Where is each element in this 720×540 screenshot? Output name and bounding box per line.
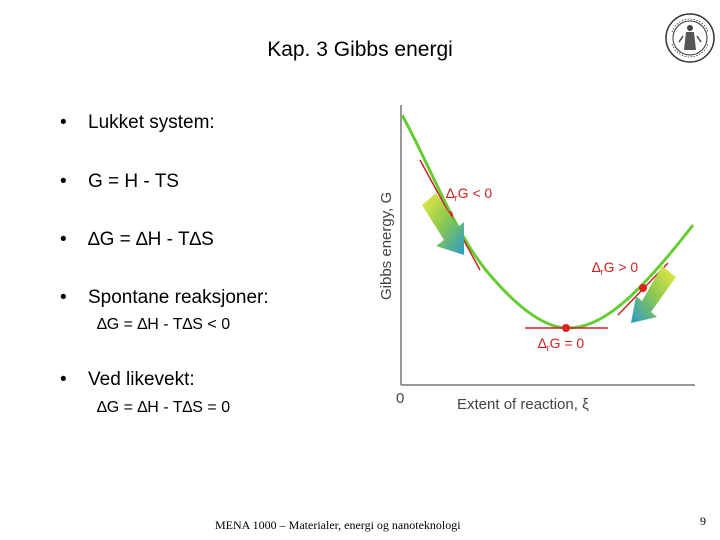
label-delta-g-positive: ∆rG > 0	[592, 259, 638, 277]
origin-label: 0	[396, 390, 404, 407]
gibbs-curve	[400, 114, 695, 330]
label-delta-g-zero: ∆rG = 0	[538, 335, 584, 353]
university-seal-icon	[665, 13, 715, 63]
bullet-text: Ved likevekt:	[88, 369, 195, 390]
bullet-item: • Lukket system:	[60, 112, 215, 134]
bullet-text: ∆G = ∆H - T∆S	[88, 229, 214, 250]
bullet-dot: •	[60, 287, 67, 308]
bullet-dot: •	[60, 112, 67, 133]
bullet-subtext: ∆G = ∆H - T∆S < 0	[97, 316, 231, 333]
bullet-dot: •	[60, 369, 67, 390]
arrow-downhill-right-icon	[631, 266, 676, 323]
y-axis-label: Gibbs energy, G	[378, 192, 395, 300]
bullet-subtext: ∆G = ∆H - T∆S = 0	[97, 399, 231, 416]
bullet-item: • Ved likevekt:	[60, 369, 195, 391]
x-axis-label: Extent of reaction, ξ	[457, 396, 589, 413]
bullet-text: Lukket system:	[88, 112, 215, 133]
arrow-downhill-left-icon	[422, 193, 464, 255]
slide-footer: MENA 1000 – Materialer, energi og nanote…	[215, 518, 461, 532]
bullet-item: • G = H - TS	[60, 171, 179, 193]
bullet-item: • ∆G = ∆H - T∆S	[60, 229, 214, 251]
point-minimum	[562, 324, 570, 332]
slide-title: Kap. 3 Gibbs energi	[267, 38, 453, 61]
gibbs-energy-diagram: ∆rG < 0 ∆rG > 0 ∆rG = 0 Gibbs energy, G …	[378, 105, 695, 413]
bullet-text: G = H - TS	[88, 171, 179, 192]
bullet-text: Spontane reaksjoner:	[88, 287, 269, 308]
page-number: 9	[700, 514, 706, 528]
bullet-dot: •	[60, 229, 67, 250]
point-right	[639, 284, 647, 292]
bullet-dot: •	[60, 171, 67, 192]
label-delta-g-negative: ∆rG < 0	[446, 185, 492, 203]
bullet-item: • Spontane reaksjoner:	[60, 287, 269, 309]
